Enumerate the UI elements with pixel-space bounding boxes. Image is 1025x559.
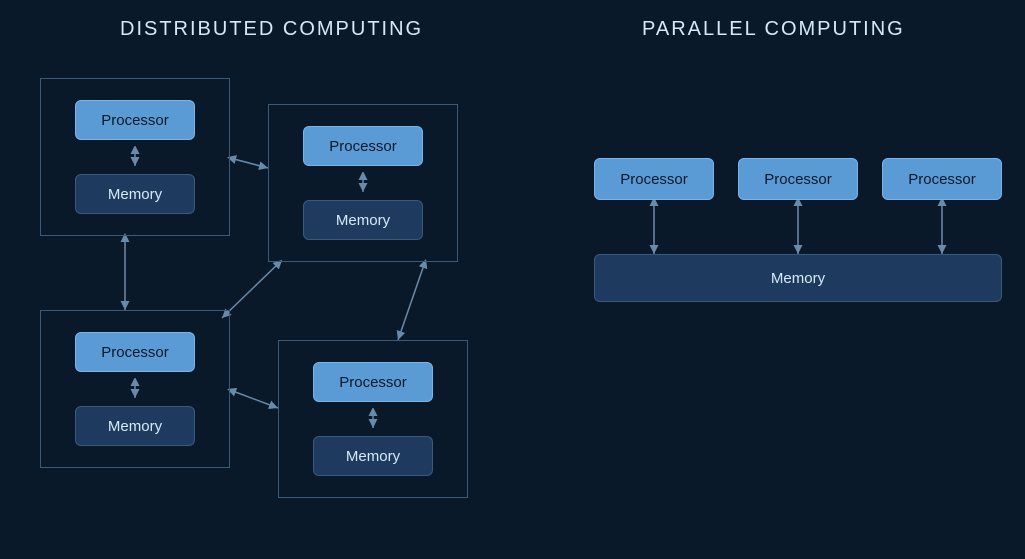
processor-box: Processor [75, 100, 195, 140]
memory-box: Memory [75, 174, 195, 214]
processor-box: Processor [313, 362, 433, 402]
memory-box: Memory [303, 200, 423, 240]
proc-mem-arrow-icon [125, 146, 145, 168]
distributed-node-D: Processor Memory [278, 340, 468, 498]
parallel-shared-memory: Memory [594, 254, 1002, 302]
proc-mem-arrow-icon [363, 408, 383, 430]
parallel-processor-3: Processor [882, 158, 1002, 200]
distributed-node-C: Processor Memory [40, 310, 230, 468]
distributed-title: DISTRIBUTED COMPUTING [120, 18, 423, 41]
proc-mem-arrow-icon [125, 378, 145, 400]
distributed-node-A: Processor Memory [40, 78, 230, 236]
distributed-node-B: Processor Memory [268, 104, 458, 262]
processor-box: Processor [303, 126, 423, 166]
parallel-title: PARALLEL COMPUTING [642, 18, 905, 41]
memory-box: Memory [75, 406, 195, 446]
memory-box: Memory [313, 436, 433, 476]
processor-box: Processor [75, 332, 195, 372]
parallel-processor-2: Processor [738, 158, 858, 200]
parallel-processor-1: Processor [594, 158, 714, 200]
proc-mem-arrow-icon [353, 172, 373, 194]
